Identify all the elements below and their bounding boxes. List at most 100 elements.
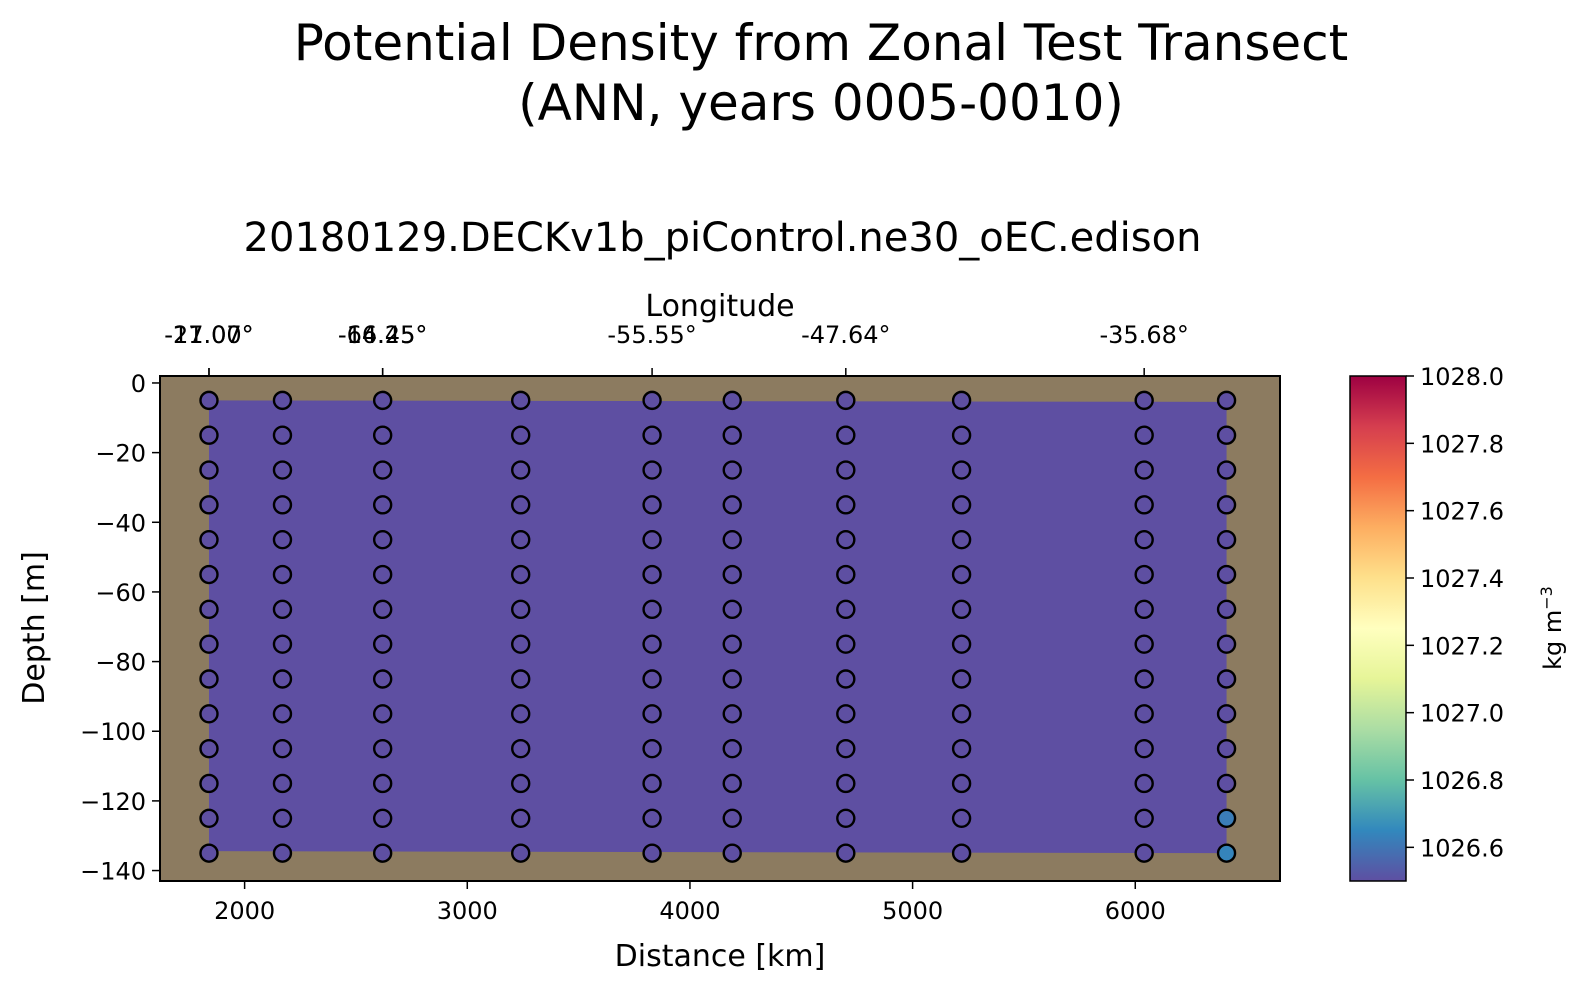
colorbar-tick-label: 1026.8: [1420, 767, 1504, 795]
colorbar-ticks: 1026.6 1026.8 1027.0 1027.2 1027.4 1027.6 1027…: [1406, 363, 1504, 862]
data-point: [642, 529, 662, 550]
data-point: [642, 460, 662, 480]
data-point: [199, 425, 219, 445]
data-point: [951, 425, 972, 445]
data-point: [372, 808, 393, 829]
data-point: [1216, 669, 1237, 689]
y-tick-label: −20: [95, 440, 146, 468]
plot-area: [159, 375, 1281, 882]
data-point: [199, 808, 219, 829]
y-tick-label: −80: [95, 649, 146, 677]
longitude-tick-label: -47.64°: [801, 321, 890, 349]
chart-title-line-2: (ANN, years 0005-0010): [518, 74, 1124, 132]
longitude-axis: -27.07°-11.00° -66.25°-14.45° -55.55° -47.6…: [164, 321, 1189, 376]
data-point: [511, 599, 531, 620]
data-point: [722, 425, 742, 445]
data-point: [951, 564, 972, 585]
data-point: [642, 738, 662, 759]
data-point: [199, 564, 219, 585]
longitude-tick-label: -27.07°: [164, 321, 253, 349]
density-field: [208, 400, 1227, 854]
station-markers: [199, 390, 1237, 863]
data-point: [1134, 808, 1154, 829]
data-point: [836, 634, 856, 654]
data-point: [951, 390, 972, 411]
data-point: [272, 843, 293, 863]
data-point: [1216, 564, 1237, 585]
data-point: [836, 460, 856, 480]
data-point: [272, 599, 293, 620]
data-point: [1134, 634, 1154, 654]
data-point: [199, 843, 219, 863]
data-point: [199, 460, 219, 480]
y-tick-label: −40: [95, 509, 146, 537]
y-tick-label: −100: [80, 718, 146, 746]
data-point: [199, 704, 219, 724]
data-point: [372, 425, 393, 445]
data-point: [199, 529, 219, 550]
data-point: [372, 529, 393, 550]
longitude-tick-label: -35.68°: [1099, 321, 1188, 349]
data-point: [722, 843, 742, 863]
data-point: [951, 704, 972, 724]
data-point: [722, 634, 742, 654]
colorbar-tick-label: 1027.6: [1420, 498, 1504, 526]
x-axis: 2000 3000 4000 5000 6000: [214, 881, 1166, 925]
data-point: [722, 669, 742, 689]
y-tick-label: −140: [80, 858, 146, 886]
data-point: [1216, 460, 1237, 480]
data-point: [1134, 773, 1154, 794]
data-point: [272, 529, 293, 550]
data-point: [722, 808, 742, 829]
colorbar-tick-label: 1027.8: [1420, 430, 1504, 458]
colorbar-tick-label: 1028.0: [1420, 363, 1504, 391]
data-point: [1216, 808, 1237, 829]
y-axis: 0 −20 −40 −60 −80 −100 −120 −140: [80, 370, 160, 886]
data-point: [642, 599, 662, 620]
chart-subtitle: 20180129.DECKv1b_piControl.ne30_oEC.edis…: [243, 215, 1202, 261]
data-point: [511, 425, 531, 445]
x-tick-label: 4000: [659, 897, 720, 925]
data-point: [951, 843, 972, 863]
data-point: [642, 564, 662, 585]
data-point: [1134, 599, 1154, 620]
data-point: [511, 773, 531, 794]
data-point: [642, 773, 662, 794]
data-point: [1216, 529, 1237, 550]
longitude-tick-label: -14.45°: [338, 321, 427, 349]
colorbar-tick-label: 1027.0: [1420, 700, 1504, 728]
data-point: [951, 669, 972, 689]
data-point: [1134, 704, 1154, 724]
longitude-tick-label: -11.00°: [164, 321, 253, 349]
data-point: [511, 704, 531, 724]
data-point: [722, 599, 742, 620]
data-point: [511, 564, 531, 585]
data-point: [642, 495, 662, 515]
x-tick-label: 2000: [214, 897, 275, 925]
longitude-tick-label: -66.25°: [338, 321, 427, 349]
data-point: [511, 808, 531, 829]
data-point: [951, 460, 972, 480]
data-point: [951, 773, 972, 794]
data-point: [1216, 738, 1237, 759]
data-point: [511, 634, 531, 654]
data-point: [642, 390, 662, 411]
data-point: [272, 495, 293, 515]
data-point: [722, 495, 742, 515]
data-point: [1134, 425, 1154, 445]
data-point: [372, 390, 393, 411]
data-point: [722, 564, 742, 585]
x-tick-label: 3000: [437, 897, 498, 925]
data-point: [1216, 634, 1237, 654]
data-point: [836, 843, 856, 863]
data-point: [199, 634, 219, 654]
data-point: [1134, 564, 1154, 585]
colorbar-tick-label: 1026.6: [1420, 834, 1504, 862]
data-point: [511, 495, 531, 515]
data-point: [372, 634, 393, 654]
data-point: [951, 634, 972, 654]
y-tick-label: −120: [80, 788, 146, 816]
data-point: [199, 390, 219, 411]
data-point: [951, 599, 972, 620]
